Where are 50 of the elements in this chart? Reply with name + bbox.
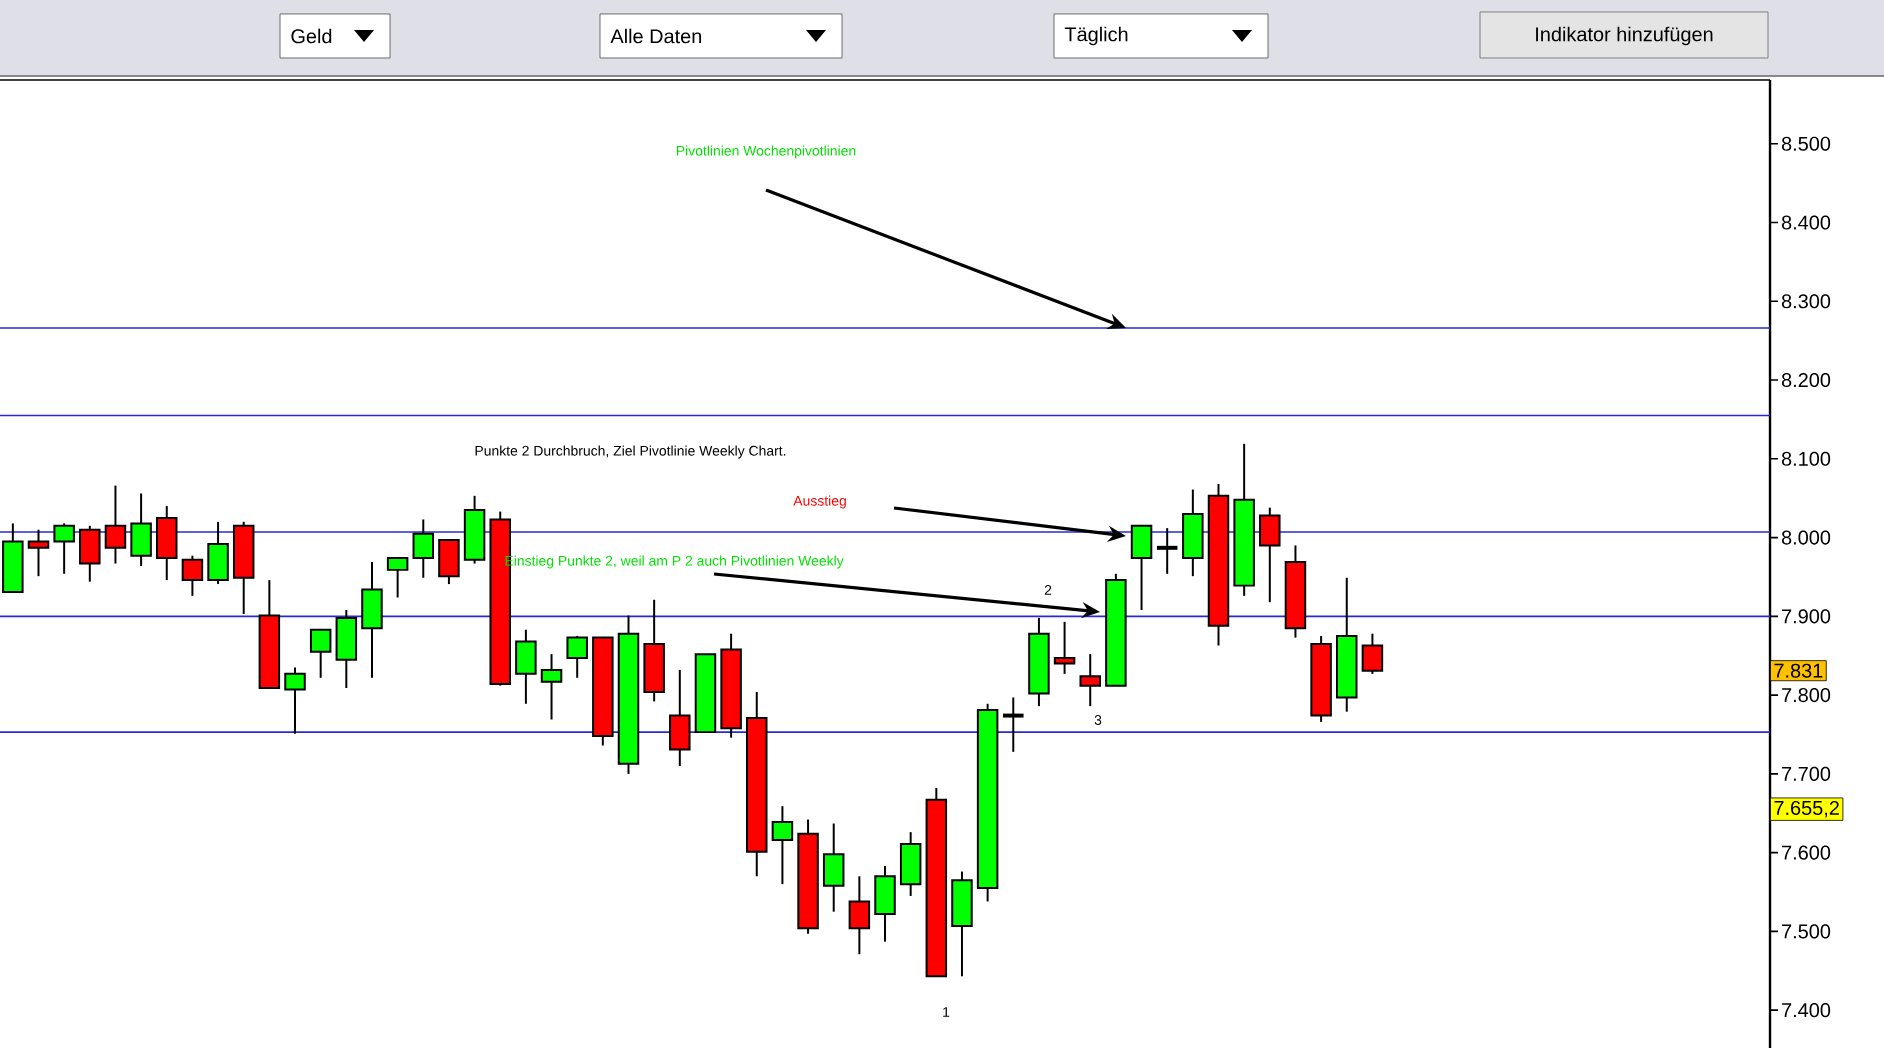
y-tick-label: 8.200 — [1781, 373, 1831, 388]
candlestick — [1182, 488, 1204, 578]
y-tick-label: 7.600 — [1782, 845, 1831, 860]
candlestick — [848, 875, 871, 956]
candlestick — [53, 522, 75, 575]
candlestick — [822, 822, 845, 913]
candlestick — [309, 628, 332, 679]
candlestick — [1259, 506, 1281, 604]
candlestick — [566, 635, 588, 679]
candlestick — [284, 666, 306, 735]
candlestick — [386, 557, 409, 599]
y-tick-label: 7.500 — [1782, 924, 1831, 939]
candlestick — [540, 653, 563, 721]
annotation: 7.655,2 — [1774, 800, 1839, 818]
text: Täglich — [1064, 26, 1128, 46]
y-tick-label: 7.400 — [1782, 1003, 1831, 1018]
y-tick-label: 8.500 — [1781, 136, 1831, 151]
candlestick — [874, 865, 896, 943]
candlestick — [130, 492, 152, 567]
candlestick — [207, 520, 229, 586]
candlestick — [1001, 696, 1026, 753]
candlestick — [951, 870, 973, 978]
candlestick — [27, 528, 50, 578]
annotation: 7.831 — [1774, 663, 1823, 678]
text: Geld — [291, 28, 332, 44]
candlestick — [899, 831, 922, 897]
candlestick — [669, 668, 691, 767]
candlestick — [438, 538, 460, 586]
candlestick — [79, 524, 101, 583]
candlestick — [104, 484, 127, 565]
candlestick — [156, 505, 178, 582]
y-tick-label: 7.900 — [1782, 609, 1831, 624]
y-tick-label: 7.800 — [1782, 688, 1831, 703]
y-tick-label: 8.000 — [1781, 530, 1831, 545]
y-tick-label: 8.400 — [1781, 215, 1831, 230]
text: Alle Daten — [610, 28, 702, 44]
y-tick-label: 8.300 — [1781, 294, 1831, 309]
candlestick — [181, 554, 204, 597]
text: Indikator hinzufügen — [1536, 26, 1713, 46]
y-tick-label: 7.700 — [1782, 766, 1831, 781]
y-tick-label: 8.100 — [1781, 451, 1831, 466]
candlestick — [1361, 632, 1384, 675]
candlestick — [1130, 524, 1153, 612]
candlestick — [771, 805, 794, 886]
candlestick — [412, 518, 435, 579]
candlestick — [361, 561, 383, 679]
candlestick — [515, 628, 537, 705]
candlestick — [1079, 653, 1101, 708]
candlestick — [335, 609, 358, 690]
candlestick — [1053, 620, 1076, 675]
